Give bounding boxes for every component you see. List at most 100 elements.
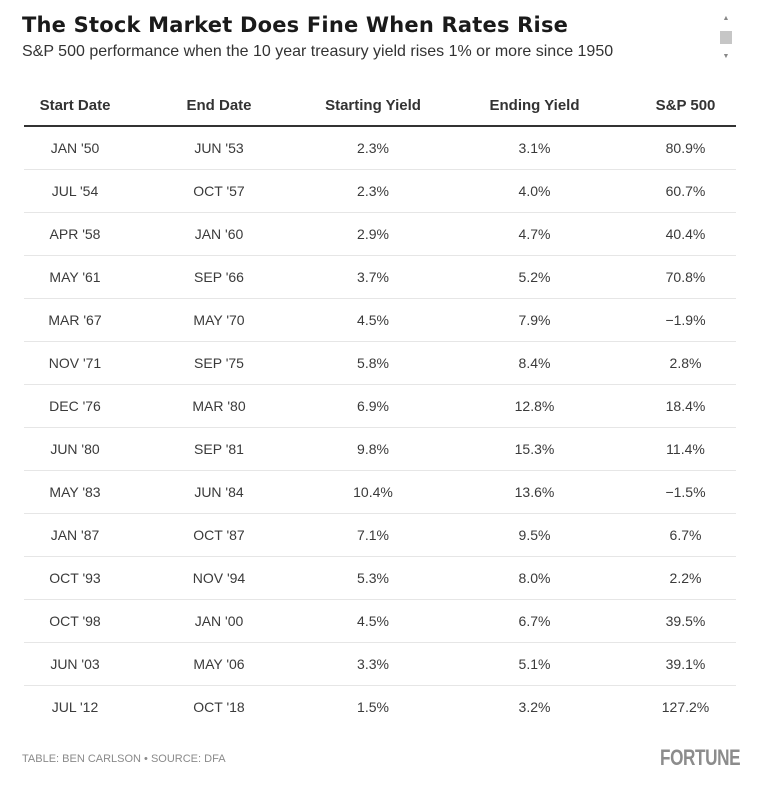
chart-subtitle: S&P 500 performance when the 10 year tre… xyxy=(22,43,614,60)
sp500-cell: 6.7% xyxy=(635,513,736,557)
end-date-cell: MAR '80 xyxy=(126,384,312,428)
starting-yield-cell: 3.3% xyxy=(312,642,434,686)
ending-yield-cell: 4.0% xyxy=(434,169,635,213)
starting-yield-cell: 10.4% xyxy=(312,470,434,514)
table-row: MAY '83 JUN '84 10.4% 13.6% −1.5% xyxy=(24,470,736,514)
start-date-cell: JUL '54 xyxy=(24,169,126,213)
starting-yield-cell: 3.7% xyxy=(312,255,434,299)
table-row: OCT '93 NOV '94 5.3% 8.0% 2.2% xyxy=(24,556,736,600)
table-row: JAN '87 OCT '87 7.1% 9.5% 6.7% xyxy=(24,513,736,557)
starting-yield-cell: 2.3% xyxy=(312,126,434,170)
table-row: JUN '80 SEP '81 9.8% 15.3% 11.4% xyxy=(24,427,736,471)
ending-yield-cell: 13.6% xyxy=(434,470,635,514)
sp500-cell: 127.2% xyxy=(661,699,710,715)
start-date-cell: MAY '61 xyxy=(24,255,126,299)
end-date-cell: NOV '94 xyxy=(126,556,312,600)
end-date-cell: JAN '00 xyxy=(126,599,312,643)
source-credit: TABLE: BEN CARLSON • SOURCE: DFA xyxy=(22,753,226,765)
start-date-cell: JAN '50 xyxy=(24,126,126,170)
starting-yield-cell: 5.3% xyxy=(312,556,434,600)
start-date-cell: MAY '83 xyxy=(24,470,126,514)
ending-yield-cell: 9.5% xyxy=(434,513,635,557)
ending-yield-cell: 6.7% xyxy=(434,599,635,643)
end-date-cell: OCT '18 xyxy=(193,699,245,715)
ending-yield-cell: 3.1% xyxy=(434,126,635,170)
starting-yield-cell: 6.9% xyxy=(312,384,434,428)
end-date-cell: MAY '70 xyxy=(126,298,312,342)
sp500-cell: −1.9% xyxy=(635,298,736,342)
table-row: MAR '67 MAY '70 4.5% 7.9% −1.9% xyxy=(24,298,736,342)
end-date-cell: SEP '75 xyxy=(126,341,312,385)
start-date-cell: APR '58 xyxy=(24,212,126,256)
starting-yield-cell: 2.3% xyxy=(312,169,434,213)
ending-yield-cell: 12.8% xyxy=(434,384,635,428)
sp500-cell: 39.1% xyxy=(635,642,736,686)
starting-yield-cell: 7.1% xyxy=(312,513,434,557)
sp500-cell: 39.5% xyxy=(635,599,736,643)
sp500-cell: 60.7% xyxy=(635,169,736,213)
sp500-cell: 18.4% xyxy=(635,384,736,428)
ending-yield-cell: 3.2% xyxy=(518,699,551,715)
start-date-cell: OCT '93 xyxy=(24,556,126,600)
ending-yield-cell: 15.3% xyxy=(434,427,635,471)
table-body: JAN '50 JUN '53 2.3% 3.1% 80.9% JUL '54 OCT '5… xyxy=(24,126,736,728)
column-header-start-date: Start Date xyxy=(24,86,126,127)
sp500-cell: 80.9% xyxy=(635,126,736,170)
starting-yield-cell: 9.8% xyxy=(312,427,434,471)
scroll-thumb[interactable] xyxy=(720,31,732,44)
table-header-row: Start Date End Date Starting Yield Endin… xyxy=(24,86,736,127)
table-row: MAY '61 SEP '66 3.7% 5.2% 70.8% xyxy=(24,255,736,299)
end-date-cell: JUN '53 xyxy=(126,126,312,170)
table-row: APR '58 JAN '60 2.9% 4.7% 40.4% xyxy=(24,212,736,256)
start-date-cell: JAN '87 xyxy=(24,513,126,557)
chart-title: The Stock Market Does Fine When Rates Ri… xyxy=(22,13,569,37)
starting-yield-cell: 1.5% xyxy=(357,699,389,715)
data-table-container: Start Date End Date Starting Yield Endin… xyxy=(24,86,736,728)
sp500-cell: 70.8% xyxy=(635,255,736,299)
end-date-cell: JAN '60 xyxy=(126,212,312,256)
end-date-cell: OCT '87 xyxy=(126,513,312,557)
table-row: DEC '76 MAR '80 6.9% 12.8% 18.4% xyxy=(24,384,736,428)
column-header-end-date: End Date xyxy=(126,86,312,127)
starting-yield-cell: 4.5% xyxy=(312,599,434,643)
ending-yield-cell: 5.2% xyxy=(434,255,635,299)
table-row: OCT '98 JAN '00 4.5% 6.7% 39.5% xyxy=(24,599,736,643)
end-date-cell: JUN '84 xyxy=(126,470,312,514)
start-date-cell: JUN '03 xyxy=(24,642,126,686)
sp500-cell: −1.5% xyxy=(635,470,736,514)
table-row: JUL '12 OCT '18 1.5% 3.2% 127.2% xyxy=(24,686,736,729)
end-date-cell: SEP '66 xyxy=(126,255,312,299)
ending-yield-cell: 8.4% xyxy=(434,341,635,385)
column-header-sp500: S&P 500 xyxy=(635,86,736,127)
start-date-cell: JUL '12 xyxy=(51,699,99,715)
start-date-cell: OCT '98 xyxy=(24,599,126,643)
ending-yield-cell: 8.0% xyxy=(434,556,635,600)
fortune-logo: FORTUNE xyxy=(660,745,741,770)
starting-yield-cell: 5.8% xyxy=(312,341,434,385)
column-header-starting-yield: Starting Yield xyxy=(312,86,434,127)
sp500-cell: 40.4% xyxy=(635,212,736,256)
sp500-cell: 2.2% xyxy=(635,556,736,600)
end-date-cell: MAY '06 xyxy=(126,642,312,686)
ending-yield-cell: 5.1% xyxy=(434,642,635,686)
table-row: JAN '50 JUN '53 2.3% 3.1% 80.9% xyxy=(24,126,736,170)
scroll-down-arrow-icon[interactable]: ▼ xyxy=(722,53,730,60)
end-date-cell: SEP '81 xyxy=(126,427,312,471)
starting-yield-cell: 2.9% xyxy=(312,212,434,256)
table-row: JUL '54 OCT '57 2.3% 4.0% 60.7% xyxy=(24,169,736,213)
scroll-up-arrow-icon[interactable]: ▲ xyxy=(722,15,730,22)
table-row: NOV '71 SEP '75 5.8% 8.4% 2.8% xyxy=(24,341,736,385)
data-table: Start Date End Date Starting Yield Endin… xyxy=(24,86,736,728)
column-header-ending-yield: Ending Yield xyxy=(434,86,635,127)
ending-yield-cell: 7.9% xyxy=(434,298,635,342)
ending-yield-cell: 4.7% xyxy=(434,212,635,256)
vertical-scrollbar[interactable]: ▲ ▼ xyxy=(716,12,736,66)
table-row: JUN '03 MAY '06 3.3% 5.1% 39.1% xyxy=(24,642,736,686)
starting-yield-cell: 4.5% xyxy=(312,298,434,342)
start-date-cell: MAR '67 xyxy=(24,298,126,342)
end-date-cell: OCT '57 xyxy=(126,169,312,213)
start-date-cell: JUN '80 xyxy=(24,427,126,471)
start-date-cell: DEC '76 xyxy=(24,384,126,428)
start-date-cell: NOV '71 xyxy=(24,341,126,385)
sp500-cell: 2.8% xyxy=(635,341,736,385)
